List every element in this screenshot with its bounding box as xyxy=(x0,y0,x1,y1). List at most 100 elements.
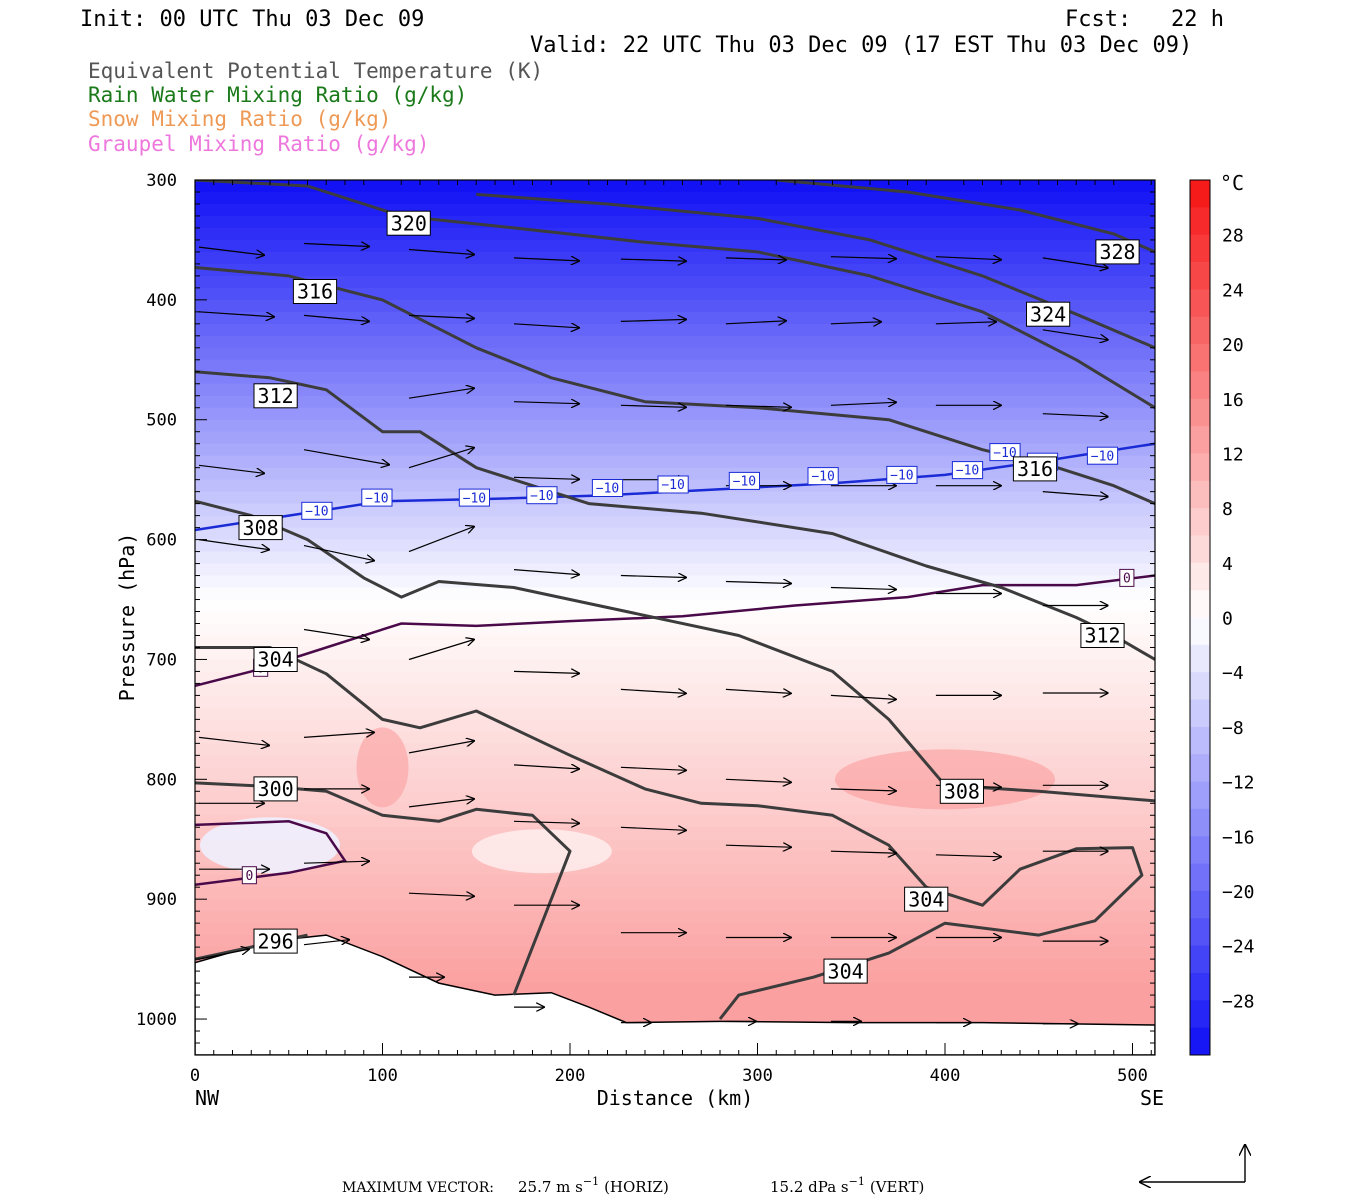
shading-band xyxy=(195,587,1155,601)
colorbar-tick-label: −4 xyxy=(1222,663,1244,684)
wind-vector xyxy=(303,861,369,863)
colorbar-swatch xyxy=(1190,316,1210,345)
shading-band xyxy=(195,455,1155,469)
wind-vector xyxy=(725,582,791,584)
wind-vector xyxy=(513,821,579,823)
colorbar-swatch xyxy=(1190,371,1210,400)
theta-e-contour-label: 300 xyxy=(253,776,298,802)
forecast-hour: Fcst: 22 h xyxy=(1065,7,1224,32)
wind-vector xyxy=(935,322,996,324)
x-end-label-se: SE xyxy=(1140,1086,1164,1110)
wind-vector xyxy=(725,321,786,324)
contour-labels: −10−10−10−10−10−10−10−10−10−10−10−10−100… xyxy=(238,210,1140,984)
colorbar-tick-label: 28 xyxy=(1222,226,1244,247)
colorbar-swatch xyxy=(1190,426,1210,454)
svg-text:−10: −10 xyxy=(463,491,486,506)
vert-exponent: −1 xyxy=(849,1175,865,1188)
theta-e-contour-label: 308 xyxy=(939,778,984,804)
shading-band xyxy=(195,671,1155,685)
wind-vector xyxy=(408,741,474,754)
shading-band xyxy=(195,227,1155,241)
temperature-contour-label: −10 xyxy=(807,467,839,486)
y-tick-label: 700 xyxy=(146,650,177,670)
theta-e-contour xyxy=(195,370,1155,661)
shading-band xyxy=(195,215,1155,229)
shading-band xyxy=(195,491,1155,505)
wind-vector xyxy=(1042,414,1108,417)
wind-vector xyxy=(408,388,474,399)
svg-text:308: 308 xyxy=(243,516,279,540)
shading-band xyxy=(195,563,1155,577)
svg-text:−10: −10 xyxy=(530,489,553,504)
colorbar-swatch xyxy=(1190,1000,1210,1029)
wind-vector xyxy=(303,545,374,561)
wind-vector xyxy=(303,940,349,946)
shading-band xyxy=(195,263,1155,277)
svg-text:−10: −10 xyxy=(993,446,1016,461)
colorbar-swatch xyxy=(1190,672,1210,700)
colorbar-swatch xyxy=(1190,535,1210,564)
colorbar-tick-label: −28 xyxy=(1222,991,1255,1012)
colorbar-swatch xyxy=(1190,617,1210,646)
wind-vector xyxy=(1042,491,1108,497)
svg-text:324: 324 xyxy=(1030,302,1066,326)
svg-text:304: 304 xyxy=(828,959,864,983)
theta-e-contour xyxy=(195,781,572,996)
cold-pocket xyxy=(200,817,340,874)
wind-vector xyxy=(408,640,474,661)
svg-text:−10: −10 xyxy=(365,491,388,506)
plot-frame xyxy=(194,179,1156,1056)
wind-vector xyxy=(935,257,1001,260)
theta-e-contour-label: 316 xyxy=(1012,456,1058,482)
wind-vector xyxy=(408,527,474,553)
colorbar-tick-label: −16 xyxy=(1222,827,1255,848)
shading-band xyxy=(195,527,1155,541)
wind-vector xyxy=(1042,329,1108,340)
shading-band xyxy=(195,371,1155,385)
max-vector-vert: 15.2 dPa s−1 (VERT) xyxy=(770,1175,924,1196)
theta-e-contour-label: 308 xyxy=(238,515,283,541)
colorbar-swatch xyxy=(1190,699,1210,728)
wind-vector xyxy=(198,311,274,317)
theta-e-contour xyxy=(195,499,1155,803)
wind-vector xyxy=(620,259,686,261)
shading-band xyxy=(195,647,1155,661)
svg-text:316: 316 xyxy=(1017,457,1053,481)
wind-vector xyxy=(1042,257,1108,268)
colorbar-unit: °C xyxy=(1220,171,1244,195)
svg-text:−10: −10 xyxy=(956,464,979,479)
shading-band xyxy=(195,719,1155,732)
y-tick-label: 300 xyxy=(146,171,177,191)
colorbar-tick-label: 24 xyxy=(1222,280,1244,301)
colorbar-tick-label: 8 xyxy=(1222,499,1233,520)
wind-vector xyxy=(725,845,791,847)
wind-vector xyxy=(408,799,474,808)
wind-vector xyxy=(198,949,249,960)
colorbar-frame xyxy=(1189,179,1211,1056)
temperature-contour-label: −10 xyxy=(728,471,760,490)
x-tick-label: 100 xyxy=(367,1066,398,1086)
wind-vector xyxy=(620,405,686,407)
wind-vector xyxy=(408,893,474,896)
wind-vector xyxy=(303,732,374,738)
colorbar-swatch xyxy=(1190,480,1210,509)
shading-band xyxy=(195,875,1155,888)
y-axis-label: Pressure (hPa) xyxy=(115,533,139,702)
theta-e-contour-label: 304 xyxy=(823,958,868,984)
colorbar-swatch xyxy=(1190,781,1210,810)
wind-vector xyxy=(198,539,269,550)
wind-vector xyxy=(303,244,369,247)
warm-core xyxy=(356,727,409,808)
shading-band xyxy=(195,431,1155,445)
x-tick-label: 400 xyxy=(930,1066,961,1086)
wind-vector xyxy=(725,258,786,260)
init-time: Init: 00 UTC Thu 03 Dec 09 xyxy=(80,7,424,32)
temperature-contour-label: −10 xyxy=(301,501,333,520)
colorbar-tick-label: 0 xyxy=(1222,609,1233,630)
wind-vector xyxy=(303,628,369,640)
shading-band xyxy=(195,911,1155,924)
wind-vector xyxy=(408,315,474,318)
colorbar-swatch xyxy=(1190,726,1210,755)
temperature-contour-label: −10 xyxy=(591,479,624,497)
wind-vector xyxy=(303,449,389,465)
